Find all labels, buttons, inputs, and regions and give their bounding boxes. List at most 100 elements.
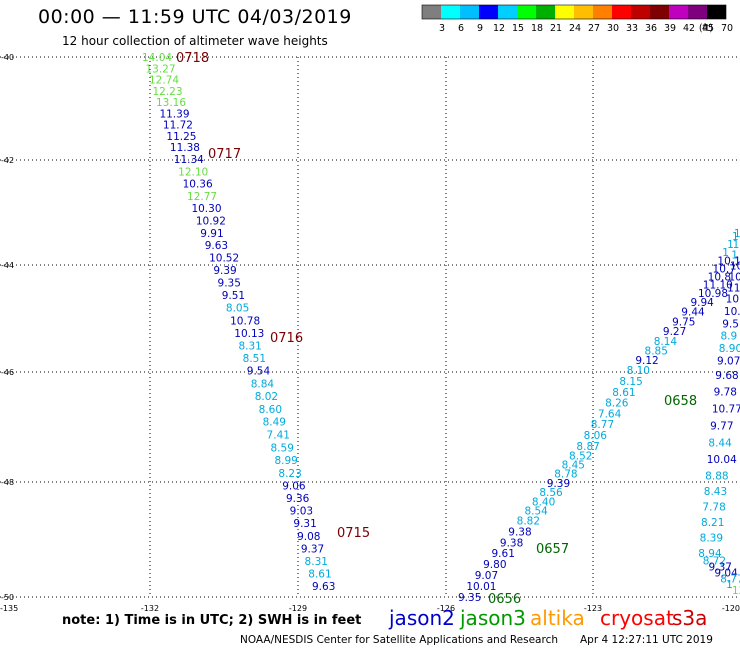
track2-wave-height: 8.40 bbox=[532, 496, 555, 508]
legend-swatch bbox=[460, 5, 479, 19]
track2-wave-height: 8.14 bbox=[654, 336, 678, 348]
track3-wave-height: 9.37 bbox=[709, 562, 732, 574]
track3-wave-height: 9.77 bbox=[710, 420, 733, 432]
track1-wave-height: 8.60 bbox=[259, 404, 282, 416]
latitude-label: -40 bbox=[1, 53, 14, 62]
track2-wave-height: 9.12 bbox=[635, 355, 658, 367]
track3-wave-height: 8.9 bbox=[720, 331, 737, 343]
track3-wave-height: 10.2 bbox=[726, 293, 740, 305]
track3-wave-height: 8.43 bbox=[704, 486, 727, 498]
satellite-jason3-label: jason3 bbox=[460, 606, 526, 630]
track1-wave-height: 7.41 bbox=[267, 430, 290, 442]
track1-wave-height: 9.39 bbox=[213, 265, 236, 277]
track2-wave-height: 9.39 bbox=[547, 478, 570, 490]
track2-wave-height: 9.27 bbox=[663, 326, 686, 338]
track3-wave-height: 8.21 bbox=[701, 517, 724, 529]
track1-wave-height: 9.63 bbox=[312, 581, 335, 593]
track3-wave-height: 12 bbox=[732, 585, 740, 597]
legend-tick-label: 6 bbox=[458, 23, 464, 34]
track1-wave-height: 9.31 bbox=[293, 518, 316, 530]
legend-tick-label: 36 bbox=[645, 23, 657, 34]
legend-swatch bbox=[555, 5, 574, 19]
track2-wave-height: 9.61 bbox=[492, 548, 515, 560]
page-subtitle: 12 hour collection of altimeter wave hei… bbox=[62, 34, 328, 48]
track2-wave-height: 1 bbox=[722, 247, 729, 259]
legend-tick-label: 3 bbox=[439, 23, 445, 34]
track3-wave-height: 10.3 bbox=[728, 271, 740, 283]
track3-wave-height: 1 bbox=[731, 250, 738, 262]
track2-wave-height: 8.78 bbox=[554, 469, 577, 481]
track2-wave-height: 10.01 bbox=[466, 581, 496, 593]
legend-swatch bbox=[479, 5, 498, 19]
track1-wave-height: 9.54 bbox=[247, 366, 271, 378]
track2-wave-height: 1 bbox=[732, 231, 739, 243]
track3-wave-height: 8.77 bbox=[720, 573, 740, 585]
track1-wave-height: 8.61 bbox=[308, 568, 331, 580]
track1-wave-height: 9.36 bbox=[286, 493, 310, 505]
track3-wave-height: 7.78 bbox=[702, 501, 725, 513]
track1-wave-height: 8.59 bbox=[271, 442, 294, 454]
track2-wave-height: 8.77 bbox=[591, 419, 614, 431]
satellite-s3a-label: s3a bbox=[672, 606, 708, 630]
track2-wave-height: 9.44 bbox=[681, 307, 705, 319]
track2-wave-height: 10.8 bbox=[708, 272, 731, 284]
legend-tick-label: 9 bbox=[477, 23, 483, 34]
track1-wave-height: 9.03 bbox=[290, 506, 313, 518]
track2-wave-height: 8.06 bbox=[584, 430, 608, 442]
latitude-label: -42 bbox=[1, 156, 14, 165]
pass-time-label: 0716 bbox=[270, 331, 303, 346]
track3-wave-height: 9.5 bbox=[722, 318, 739, 330]
track1-wave-height: 9.35 bbox=[218, 278, 241, 290]
track1-wave-height: 10.92 bbox=[196, 216, 226, 228]
legend-swatch bbox=[631, 5, 650, 19]
track2-wave-height: 9.75 bbox=[672, 316, 695, 328]
longitude-label: -129 bbox=[289, 604, 307, 613]
track1-wave-height: 10.36 bbox=[183, 179, 213, 191]
track1-wave-height: 13.27 bbox=[145, 63, 175, 75]
track2-wave-height: 8.61 bbox=[612, 387, 635, 399]
track2-wave-height: 8.52 bbox=[569, 450, 592, 462]
track2-wave-height: 10.98 bbox=[698, 288, 728, 300]
pass-time-label: 0715 bbox=[337, 526, 370, 541]
legend-frame bbox=[421, 4, 727, 20]
track2-wave-height: 8.85 bbox=[645, 345, 668, 357]
legend-swatch bbox=[574, 5, 593, 19]
track1-wave-height: 9.51 bbox=[222, 290, 245, 302]
longitude-label: -135 bbox=[0, 604, 18, 613]
track1-wave-height: 11.34 bbox=[174, 154, 204, 166]
track2-wave-height: 8.26 bbox=[605, 398, 629, 410]
track2-wave-height: 7.64 bbox=[598, 408, 622, 420]
track1-wave-height: 8.05 bbox=[226, 303, 249, 315]
pass-time-label: 0656 bbox=[488, 592, 521, 607]
track3-wave-height: 10.77 bbox=[712, 404, 740, 416]
track3-wave-height: 1 bbox=[734, 228, 740, 240]
track1-wave-height: 13.16 bbox=[156, 97, 186, 109]
track1-wave-height: 9.37 bbox=[301, 543, 324, 555]
latitude-label: -44 bbox=[1, 261, 14, 270]
track2-wave-height: 8.15 bbox=[619, 376, 642, 388]
legend-swatch bbox=[422, 5, 441, 19]
track1-wave-height: 12.74 bbox=[149, 75, 179, 87]
track2-wave-height: 9.07 bbox=[475, 570, 498, 582]
track2-wave-height: 9.80 bbox=[483, 559, 506, 571]
track3-wave-height: 9.78 bbox=[714, 387, 737, 399]
legend-swatch bbox=[593, 5, 612, 19]
footnote: note: 1) Time is in UTC; 2) SWH is in fe… bbox=[62, 613, 362, 628]
legend-swatch bbox=[441, 5, 460, 19]
satellite-altika-label: altika bbox=[530, 606, 585, 630]
legend-tick-label: 33 bbox=[626, 23, 638, 34]
legend-tick-label: 24 bbox=[569, 23, 581, 34]
track3-wave-height: 8.94 bbox=[698, 548, 722, 560]
track1-wave-height: 8.49 bbox=[263, 417, 286, 429]
track1-wave-height: 8.31 bbox=[305, 556, 328, 568]
track2-wave-height: 8.45 bbox=[562, 460, 585, 472]
track1-wave-height: 11.25 bbox=[166, 131, 196, 143]
pass-time-label: 0658 bbox=[664, 394, 697, 409]
track1-wave-height: 9.08 bbox=[297, 531, 320, 543]
legend-swatch bbox=[669, 5, 688, 19]
pass-time-label: 0657 bbox=[536, 542, 569, 557]
track3-wave-height: 1 bbox=[733, 239, 740, 251]
legend-tick-label: 21 bbox=[550, 23, 562, 34]
track2-wave-height: 9.94 bbox=[690, 297, 714, 309]
track2-wave-height: 9.35 bbox=[458, 592, 481, 604]
